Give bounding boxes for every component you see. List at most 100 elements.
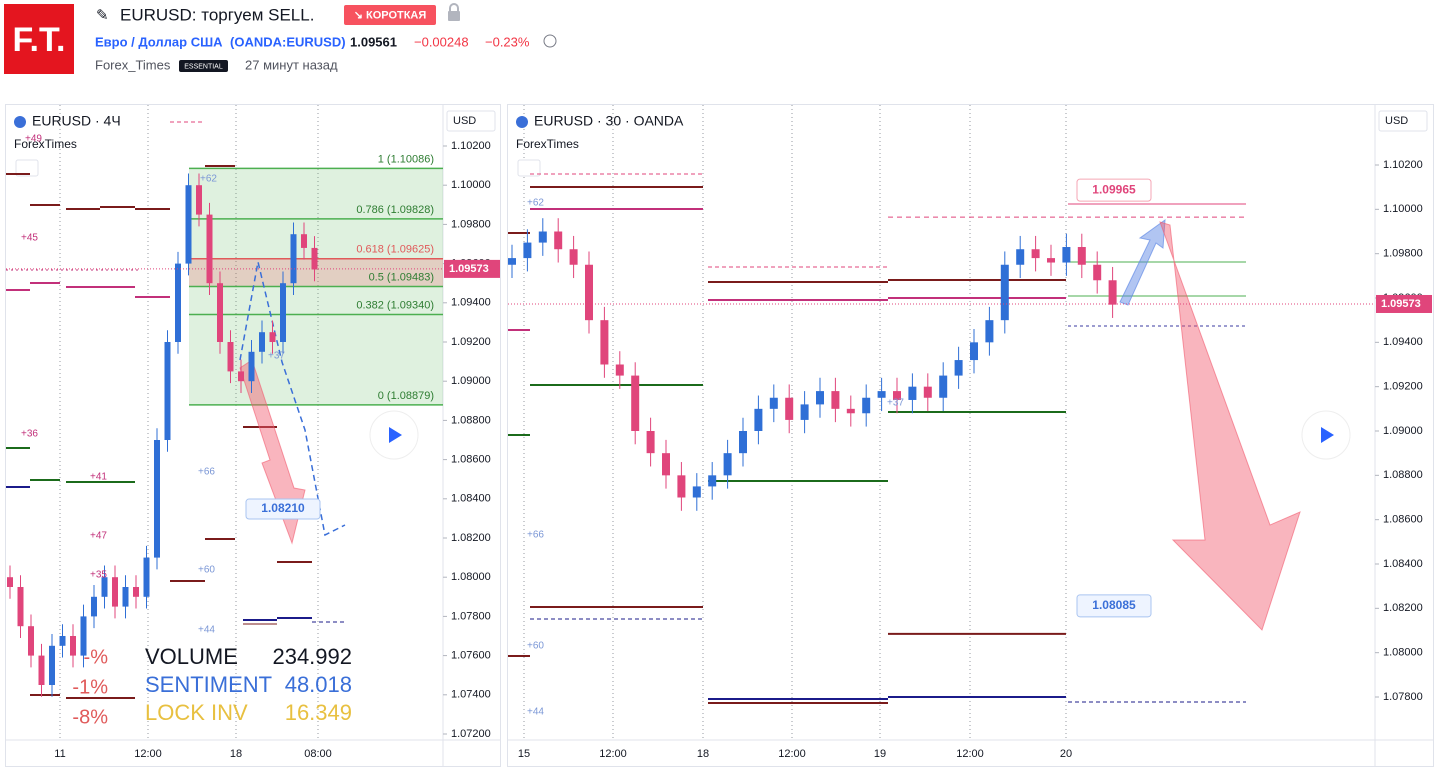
collapse-button[interactable]: [517, 159, 541, 177]
candle-body: [290, 234, 297, 284]
tag: +62: [200, 174, 217, 185]
instrument[interactable]: Евро / Доллар США: [95, 34, 223, 49]
target-box: [1076, 594, 1152, 618]
candle-body: [311, 247, 318, 270]
candle-body: [143, 557, 150, 597]
tag: +47: [90, 531, 107, 542]
ticker[interactable]: (OANDA:EURUSD): [230, 34, 346, 49]
candle-body: [816, 391, 824, 405]
y-tick-label: 1.08400: [451, 493, 491, 505]
candle-body: [112, 577, 118, 607]
x-tick-label: 15: [518, 748, 530, 760]
candle-body: [28, 626, 34, 656]
candle-body: [739, 431, 747, 454]
candle-body: [970, 342, 978, 361]
lock-icon: [448, 11, 460, 21]
x-tick-label: 19: [874, 748, 886, 760]
tag: +37: [887, 398, 904, 409]
idea-title: EURUSD: торгуем SELL.: [120, 5, 314, 24]
candle-body: [70, 636, 76, 656]
candle-body: [769, 397, 778, 409]
tag: +37: [268, 351, 285, 362]
y-tick-label: 1.10200: [1383, 159, 1423, 171]
x-tick-label: 08:00: [304, 748, 332, 760]
target-label: 1.08085: [1092, 598, 1136, 612]
candle-body: [1031, 249, 1040, 259]
symbol-icon: [516, 116, 528, 128]
y-tick-label: 1.08000: [1383, 647, 1423, 659]
candle-body: [154, 440, 160, 558]
candle-body: [846, 408, 855, 414]
play-icon: [389, 427, 402, 443]
tag: +36: [21, 429, 38, 440]
candle-body: [259, 332, 265, 352]
candle-body: [831, 391, 840, 409]
stat-name: SENTIMENT: [145, 672, 272, 697]
tag: +66: [527, 530, 544, 541]
candle-body: [7, 577, 13, 587]
stat-name: LOCK INV: [145, 700, 248, 725]
y-tick-label: 1.08200: [451, 532, 491, 544]
candle-body: [785, 397, 794, 420]
y-tick-label: 1.09800: [451, 218, 491, 230]
svg-text:✎: ✎: [96, 7, 109, 24]
candle-body: [1077, 247, 1086, 265]
tag: +45: [21, 233, 38, 244]
candle-body: [17, 587, 24, 627]
plan-badge: [179, 60, 228, 72]
candle-body: [569, 249, 578, 265]
symbol-icon: [14, 116, 26, 128]
candle-body: [59, 636, 66, 646]
left-panel: [5, 104, 501, 767]
target-label: 1.08210: [261, 501, 305, 515]
source: ForexTimes: [14, 137, 77, 151]
candle-body: [862, 397, 871, 414]
candle-body: [939, 375, 948, 398]
last-price: 1.09573: [449, 263, 489, 275]
y-tick-label: 1.08600: [1383, 514, 1423, 526]
y-tick-label: 1.08600: [451, 454, 491, 466]
candle-body: [101, 577, 108, 597]
candle-body: [175, 263, 181, 342]
y-tick-label: 1.07800: [1383, 691, 1423, 703]
x-tick-label: 11: [54, 748, 65, 760]
y-tick-label: 1.07600: [451, 650, 491, 662]
plan: ESSENTIAL: [184, 63, 223, 70]
fib-label: 1 (1.10086): [378, 153, 434, 165]
currency-box: [446, 110, 496, 132]
candle-body: [508, 258, 516, 265]
author[interactable]: Forex_Times: [95, 57, 171, 72]
y-tick-label: 1.10000: [1383, 203, 1423, 215]
y-tick-label: 1.09400: [451, 297, 491, 309]
y-tick-label: 1.08400: [1383, 558, 1423, 570]
last-price-box: [1376, 294, 1432, 313]
candle-body: [985, 320, 994, 343]
candle-body: [538, 231, 547, 243]
time: 27 минут назад: [245, 57, 338, 72]
fib-label: 0 (1.08879): [378, 390, 434, 402]
candle-body: [692, 486, 701, 498]
target-box: [1076, 178, 1152, 202]
alert-icon[interactable]: [543, 34, 557, 48]
candle-body: [269, 332, 276, 342]
tag: +44: [527, 707, 544, 718]
currency: USD: [453, 115, 476, 127]
target-label: 1.09965: [1092, 182, 1136, 196]
candle-body: [723, 453, 732, 476]
candle-body: [133, 587, 139, 597]
y-tick-label: 1.10200: [451, 140, 491, 152]
candle-body: [1000, 264, 1009, 321]
logo: [4, 4, 74, 74]
x-tick-label: 20: [1060, 748, 1072, 760]
source: ForexTimes: [516, 137, 579, 151]
collapse-button[interactable]: [15, 159, 39, 177]
candle-body: [523, 242, 532, 259]
candle-body: [800, 404, 809, 420]
y-tick-label: 1.10000: [451, 179, 491, 191]
candle-body: [301, 234, 307, 248]
candle-body: [677, 475, 686, 498]
candle-body: [1093, 264, 1102, 281]
y-tick-label: 1.09200: [1383, 381, 1423, 393]
candle-body: [631, 375, 640, 431]
y-tick-label: 1.09800: [1383, 248, 1423, 260]
